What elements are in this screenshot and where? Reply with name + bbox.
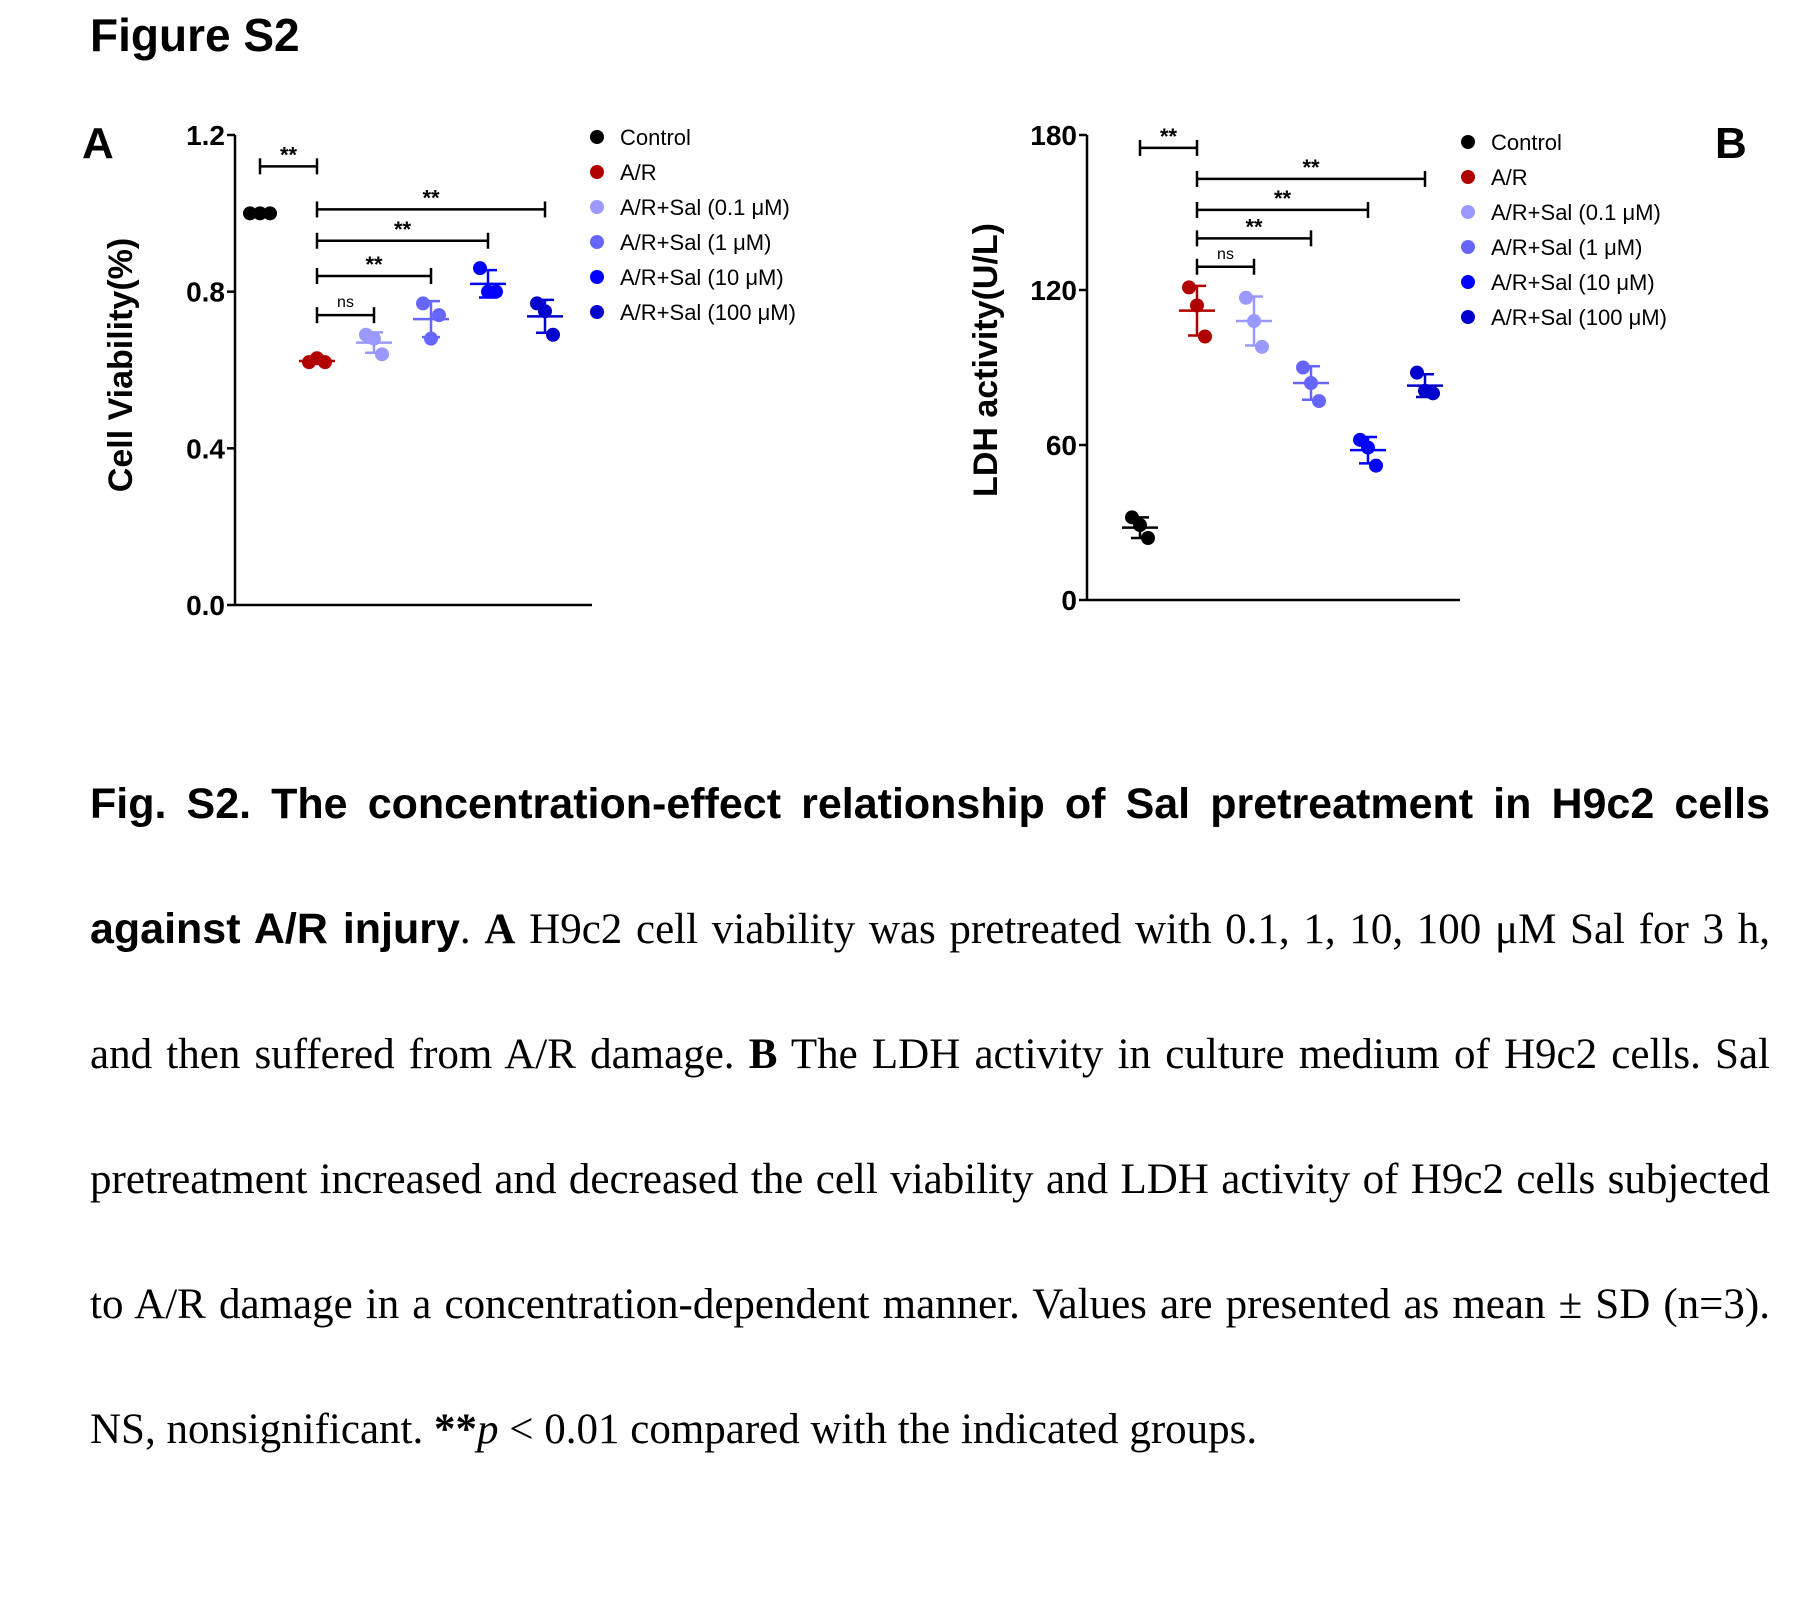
legend-label: A/R+Sal (10 μM)	[620, 265, 784, 290]
caption-separator: .	[459, 906, 485, 953]
significance-label: **	[394, 217, 412, 242]
data-point	[1255, 339, 1269, 354]
y-tick-label: 60	[1046, 430, 1077, 461]
legend-marker	[1461, 170, 1475, 184]
significance-label: ns	[1217, 246, 1234, 263]
legend-label: A/R+Sal (0.1 μM)	[1491, 200, 1661, 225]
data-point	[1296, 360, 1310, 375]
legend-marker	[1461, 310, 1475, 324]
caption-significance-stars: **	[433, 1406, 477, 1453]
significance-label: **	[280, 142, 298, 167]
significance-label: **	[1245, 214, 1263, 239]
legend-marker	[1461, 135, 1475, 149]
figure-caption: Fig. S2. The concentration-effect relati…	[90, 742, 1770, 1492]
y-tick-label: 0	[1061, 585, 1077, 616]
plot-area: 0.0 0.4 0.8 1.2 ** ** ** ** ns Control A/R A/R+Sal …	[186, 120, 796, 621]
significance-label: ns	[337, 294, 354, 311]
y-axis-label: Cell Viability(%)	[102, 238, 140, 492]
caption-text-a: H9c2 cell viability was pretreated with …	[90, 906, 1771, 1078]
caption-p-symbol: p	[476, 1406, 499, 1453]
legend-label: A/R	[1491, 165, 1528, 190]
legend-label: A/R+Sal (10 μM)	[1491, 270, 1655, 295]
significance-label: **	[1160, 124, 1178, 149]
figure-title: Figure S2	[90, 9, 300, 61]
caption-text-b: The LDH activity in culture medium of H9…	[90, 1031, 1770, 1453]
legend-label: Control	[1491, 130, 1562, 155]
legend-label: A/R+Sal (100 μM)	[620, 300, 796, 325]
data-point	[253, 206, 267, 221]
legend-label: A/R+Sal (1 μM)	[1491, 235, 1642, 260]
y-tick-label: 120	[1030, 275, 1077, 306]
data-point	[473, 261, 487, 276]
data-point	[424, 331, 438, 346]
chart-panel-a: A Cell Viability(%) 0.0 0.4 0.8 1.2 ** ** ** **…	[82, 120, 796, 621]
legend-label: Control	[620, 125, 691, 150]
plot-area: 0 60 120 180 ** ** ** ** ns Control A/R A/R+Sal (0.…	[1030, 120, 1667, 616]
legend-label: A/R+Sal (1 μM)	[620, 230, 771, 255]
y-tick-label: 0.8	[186, 277, 225, 308]
caption-heading: Fig. S2. The concentration-effect relati…	[90, 780, 1770, 953]
data-point	[263, 206, 277, 221]
data-point	[1312, 394, 1326, 409]
legend-marker	[590, 200, 604, 214]
data-point	[546, 327, 560, 342]
significance-label: **	[365, 252, 383, 277]
legend-marker	[590, 130, 604, 144]
caption-label-b: B	[748, 1031, 778, 1078]
legend-marker	[590, 305, 604, 319]
data-point	[1182, 280, 1196, 295]
data-point	[375, 347, 389, 362]
data-point	[416, 296, 430, 311]
legend-label: A/R+Sal (0.1 μM)	[620, 195, 790, 220]
y-tick-label: 0.4	[186, 433, 225, 464]
data-point	[1426, 386, 1440, 401]
significance-label: **	[1274, 186, 1292, 211]
panel-label-b: B	[1715, 120, 1747, 168]
legend-marker	[1461, 205, 1475, 219]
legend-marker	[1461, 240, 1475, 254]
legend-marker	[1461, 275, 1475, 289]
y-tick-label: 0.0	[186, 590, 225, 621]
data-point	[1410, 365, 1424, 380]
y-axis-label: LDH activity(U/L)	[967, 223, 1005, 497]
chart-panel-b: B LDH activity(U/L) 0 60 120 180 ** ** ** ** ns C…	[967, 120, 1747, 616]
panel-label-a: A	[82, 120, 114, 168]
caption-text-c: < 0.01 compared with the indicated group…	[498, 1406, 1258, 1453]
legend-marker	[590, 165, 604, 179]
data-point	[1369, 458, 1383, 473]
data-point	[1239, 290, 1253, 305]
legend-marker	[590, 270, 604, 284]
legend-label: A/R	[620, 160, 657, 185]
significance-label: **	[422, 185, 440, 210]
significance-label: **	[1302, 155, 1320, 180]
data-point	[489, 284, 503, 299]
y-tick-label: 180	[1030, 120, 1077, 151]
data-point	[243, 206, 257, 221]
legend-label: A/R+Sal (100 μM)	[1491, 305, 1667, 330]
y-tick-label: 1.2	[186, 120, 225, 151]
caption-label-a: A	[484, 906, 516, 953]
legend-marker	[590, 235, 604, 249]
